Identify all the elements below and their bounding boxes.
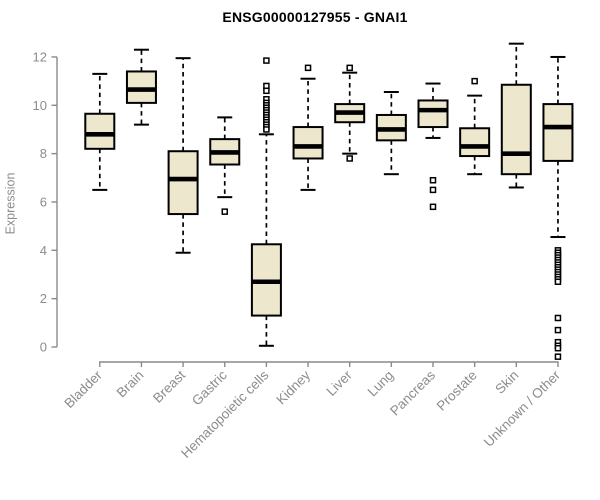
outlier-point: [429, 203, 437, 211]
box-rect: [459, 127, 491, 158]
box-rect: [84, 112, 116, 150]
outlier-point: [429, 176, 437, 184]
outlier-point: [471, 77, 478, 85]
y-axis-title: Expression: [3, 172, 18, 235]
box-rect: [167, 150, 199, 216]
outlier-point: [429, 186, 437, 194]
y-tick-label: 0: [40, 340, 47, 355]
outlier-point: [346, 64, 353, 72]
x-category-label: Kidney: [273, 367, 313, 407]
x-category-label: Breast: [150, 367, 188, 405]
y-tick-label: 6: [40, 194, 47, 209]
box-rect: [417, 99, 449, 129]
box-rect: [542, 103, 574, 162]
outlier-point: [221, 208, 228, 215]
x-category-label: Brain: [114, 368, 147, 401]
outlier-point: [554, 278, 562, 285]
x-category-label: Liver: [324, 367, 356, 399]
outlier-point: [554, 314, 562, 322]
x-category-label: Prostate: [434, 368, 480, 414]
outlier-point: [304, 64, 312, 72]
x-category-label: Lung: [365, 368, 397, 400]
outlier-point: [554, 326, 562, 334]
y-tick-label: 2: [40, 291, 47, 306]
y-tick-label: 4: [40, 243, 47, 258]
outlier-point: [263, 126, 270, 133]
outlier-point: [263, 87, 270, 95]
y-tick-label: 8: [40, 146, 47, 161]
x-category-label: Unknown / Other: [481, 367, 564, 450]
x-category-label: Skin: [492, 368, 521, 397]
x-category-label: Bladder: [61, 367, 105, 411]
box-rect: [125, 70, 157, 104]
outlier-point: [554, 344, 562, 352]
y-tick-label: 12: [33, 49, 47, 64]
outlier-point: [554, 353, 562, 360]
box-rect: [500, 83, 532, 176]
box-rect: [292, 126, 324, 160]
chart-title: ENSG00000127955 - GNAI1: [222, 9, 408, 25]
outlier-point: [263, 57, 270, 64]
y-tick-label: 10: [33, 98, 47, 113]
outlier-point: [346, 155, 353, 162]
x-category-label: Gastric: [189, 367, 230, 408]
x-category-label: Pancreas: [387, 367, 438, 418]
